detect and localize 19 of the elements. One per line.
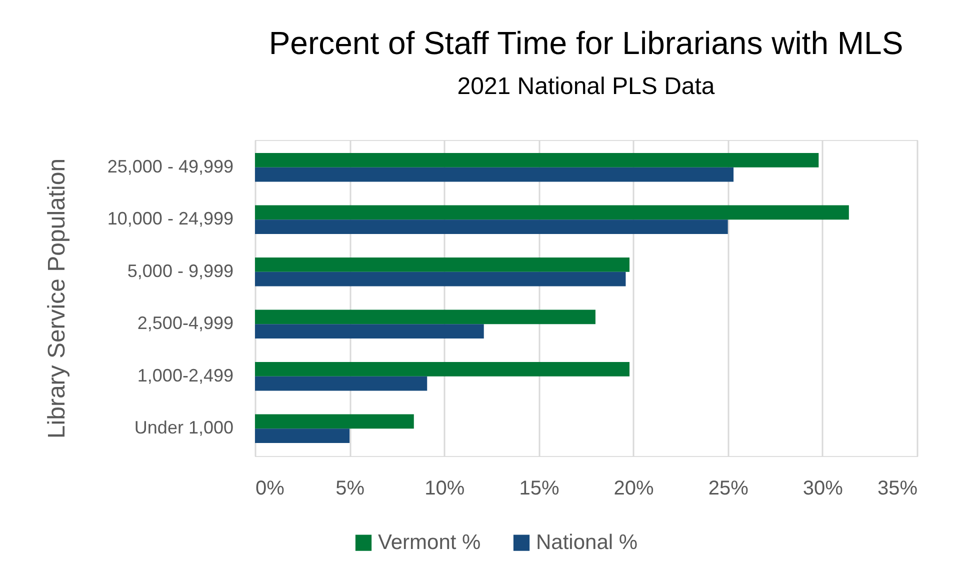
legend-label: Vermont % — [378, 530, 481, 554]
x-tick-label: 15% — [519, 478, 560, 500]
y-tick-label: 5,000 - 9,999 — [127, 260, 234, 281]
x-tick-label: 25% — [708, 478, 749, 500]
legend-label: National % — [536, 530, 638, 554]
x-tick-label: 35% — [877, 478, 918, 500]
x-tick-label: 10% — [424, 478, 465, 500]
y-tick-label: 1,000-2,499 — [137, 365, 234, 386]
y-tick-label: 10,000 - 24,999 — [107, 208, 234, 229]
x-tick-label: 30% — [802, 478, 844, 500]
y-tick-label: 25,000 - 49,999 — [107, 156, 234, 176]
chart-subtitle: 2021 National PLS Data — [457, 73, 716, 100]
chart-title: Percent of Staff Time for Librarians with MLS — [268, 25, 904, 61]
y-tick-label: Under 1,000 — [134, 418, 234, 438]
y-tick-label: 2,500-4,999 — [137, 313, 234, 334]
x-tick-label: 20% — [614, 478, 654, 500]
x-tick-label: 5% — [336, 478, 365, 500]
y-axis-title: Library Service Population — [43, 158, 70, 439]
x-tick-label: 0% — [256, 478, 285, 500]
